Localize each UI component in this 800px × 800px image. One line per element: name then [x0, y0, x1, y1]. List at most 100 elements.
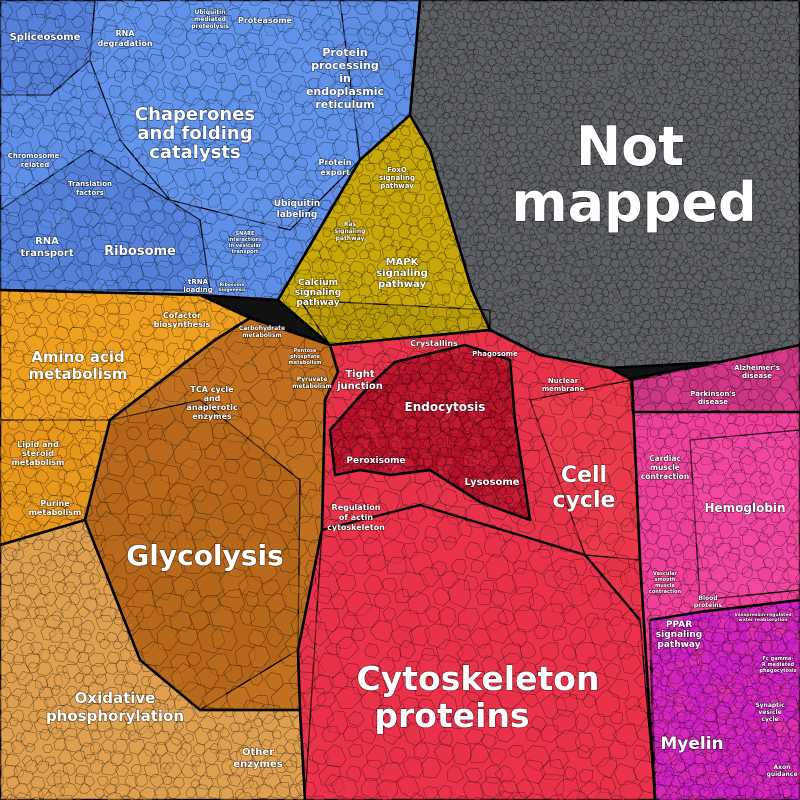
- cell: [513, 24, 525, 35]
- cell: [619, 77, 629, 87]
- cell: [745, 40, 754, 48]
- cell: [544, 63, 557, 74]
- cell: [613, 18, 624, 28]
- cell: [597, 0, 612, 7]
- cell: [598, 30, 611, 43]
- cell: [504, 24, 515, 34]
- cell: [533, 16, 544, 28]
- cell: [469, 23, 479, 33]
- cell: [553, 18, 561, 27]
- cell: [615, 0, 626, 6]
- cell: [678, 8, 687, 18]
- cell: [453, 85, 461, 93]
- cell: [730, 47, 742, 60]
- cell: [776, 15, 787, 25]
- cell: [566, 296, 575, 304]
- cell: [466, 41, 476, 51]
- cell: [713, 56, 721, 65]
- cell: [748, 57, 755, 65]
- cell: [767, 48, 782, 61]
- cell: [427, 71, 435, 80]
- cell: [775, 3, 783, 11]
- cell: [447, 16, 456, 25]
- cell: [553, 63, 564, 73]
- cell: [448, 41, 456, 49]
- cell: [445, 63, 458, 76]
- cell: [543, 44, 556, 58]
- cell: [583, 1, 594, 12]
- cell: [715, 47, 729, 59]
- cell: [671, 8, 680, 17]
- cell: [574, 42, 585, 53]
- cell: [721, 56, 730, 67]
- cell: [534, 72, 543, 82]
- cell: [622, 60, 636, 73]
- cell: [425, 48, 437, 61]
- cell: [760, 64, 772, 75]
- cell: [676, 1, 687, 12]
- cell: [518, 25, 530, 37]
- cell: [694, 61, 706, 73]
- cell: [639, 40, 650, 50]
- cell: [601, 0, 614, 12]
- cell: [651, 64, 659, 73]
- cell: [715, 62, 726, 73]
- cell: [631, 0, 640, 10]
- cell: [492, 21, 505, 36]
- cell: [713, 15, 724, 27]
- cell: [606, 63, 615, 72]
- cell: [690, 34, 697, 42]
- cell: [692, 2, 701, 12]
- cell: [480, 34, 489, 42]
- cell: [482, 8, 491, 17]
- cell: [702, 42, 710, 51]
- cell: [761, 33, 772, 44]
- cell: [628, 39, 642, 53]
- cell: [563, 40, 576, 52]
- cell: [763, 39, 776, 53]
- cell: [692, 24, 702, 33]
- cell: [622, 55, 632, 65]
- cell: [705, 0, 716, 5]
- cell: [428, 9, 440, 21]
- cell: [622, 43, 630, 51]
- cell: [504, 56, 513, 64]
- tile-chaperones: [89, 0, 361, 231]
- cell: [429, 55, 443, 68]
- cell: [709, 233, 720, 243]
- cell: [245, 302, 259, 313]
- cell: [632, 33, 645, 45]
- cell: [450, 56, 460, 66]
- cell: [787, 47, 799, 57]
- cell: [771, 42, 783, 52]
- cell: [433, 0, 447, 7]
- cell: [630, 58, 639, 65]
- tile-ribosome: [0, 149, 211, 291]
- cell: [455, 10, 466, 21]
- cell: [559, 34, 571, 45]
- cell: [749, 241, 758, 249]
- cell: [739, 33, 751, 45]
- cell: [509, 1, 522, 14]
- cell: [741, 0, 750, 3]
- cell: [766, 0, 778, 2]
- cell: [455, 38, 468, 51]
- cell: [590, 25, 603, 37]
- cell: [532, 64, 543, 75]
- cell: [446, 33, 458, 46]
- cell: [660, 34, 671, 45]
- cell: [533, 8, 543, 18]
- cell: [789, 11, 799, 20]
- cell: [585, 38, 597, 53]
- cell: [600, 47, 609, 57]
- cell: [517, 33, 527, 43]
- cell: [548, 55, 557, 64]
- cell: [510, 46, 519, 56]
- cell: [622, 1, 630, 8]
- cell: [549, 4, 558, 13]
- cell: [580, 16, 592, 28]
- cell: [486, 0, 500, 6]
- cell: [705, 5, 718, 18]
- cell: [622, 23, 631, 33]
- cell: [441, 55, 450, 64]
